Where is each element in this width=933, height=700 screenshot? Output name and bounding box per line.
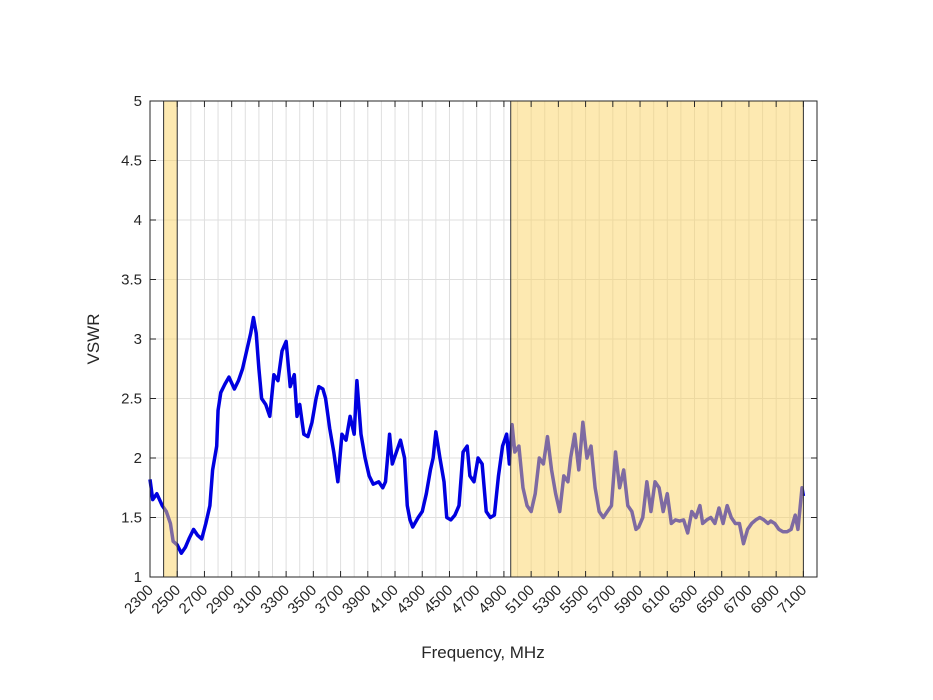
y-tick-label: 3: [134, 331, 142, 348]
y-tick-label: 4: [134, 212, 142, 229]
y-tick-label: 1: [134, 569, 142, 586]
y-tick-label: 4.5: [121, 153, 142, 170]
y-tick-label: 3.5: [121, 272, 142, 289]
shaded-region: [510, 100, 804, 578]
shaded-region: [163, 100, 178, 578]
y-axis-label: VSWR: [84, 314, 103, 365]
x-axis-label: Frequency, MHz: [421, 643, 544, 662]
y-tick-label: 2.5: [121, 391, 142, 408]
y-tick-label: 1.5: [121, 510, 142, 527]
y-tick-label: 5: [134, 93, 142, 110]
y-tick-label: 2: [134, 450, 142, 467]
